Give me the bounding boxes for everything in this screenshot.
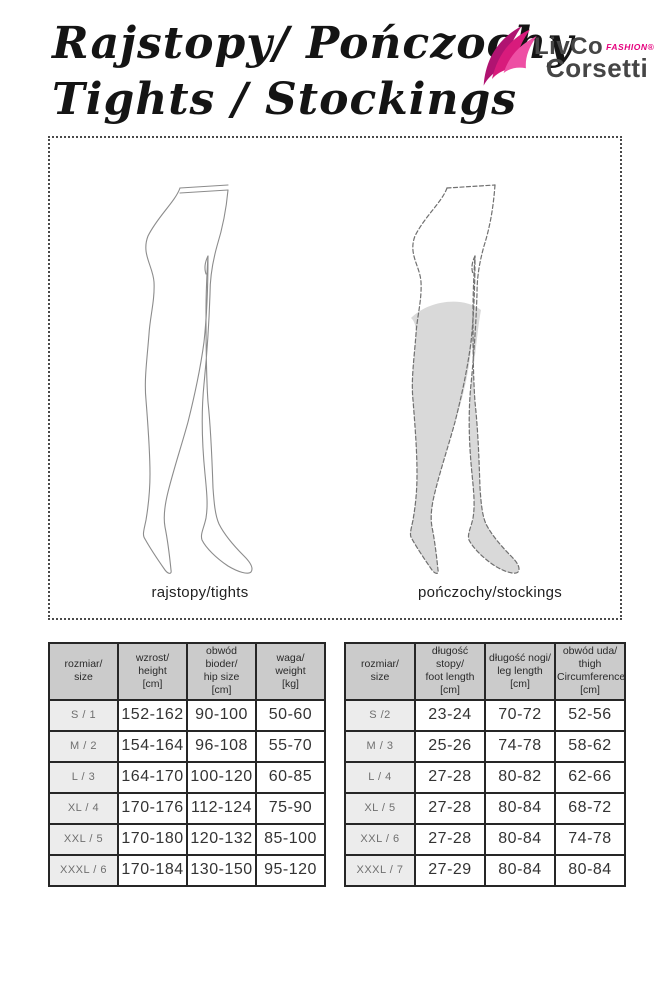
logo-fashion: FASHION® [606,42,655,52]
value-cell: 95-120 [255,853,326,887]
value-cell: 90-100 [186,698,257,732]
value-cell: 164-170 [117,760,188,794]
size-cell: XL / 4 [48,791,119,825]
table-row: S / 1 152-162 90-100 50-60 [48,698,326,732]
value-cell: 27-28 [414,791,486,825]
column-header: rozmiar/ size [48,642,119,701]
stockings-figure [409,184,520,574]
logo-corsetti: Corsetti [546,53,649,83]
value-cell: 80-84 [484,853,556,887]
table-row: XXL / 6 27-28 80-84 74-78 [344,822,626,856]
value-cell: 100-120 [186,760,257,794]
table-row: L / 3 164-170 100-120 60-85 [48,760,326,794]
logo-brand: LivCo [534,33,604,60]
table-row: M / 3 25-26 74-78 58-62 [344,729,626,763]
value-cell: 80-82 [484,760,556,794]
value-cell: 50-60 [255,698,326,732]
size-cell: XXXL / 7 [344,853,416,887]
table-row: XXL / 5 170-180 120-132 85-100 [48,822,326,856]
value-cell: 27-29 [414,853,486,887]
livco-swirl-icon [483,26,537,86]
size-cell: M / 3 [344,729,416,763]
value-cell: 60-85 [255,760,326,794]
value-cell: 27-28 [414,760,486,794]
page-title-line1: Rajstopy/ Pończochy [52,18,574,69]
column-header: długość nogi/ leg length [cm] [484,642,556,701]
value-cell: 25-26 [414,729,486,763]
table-row: XXXL / 7 27-29 80-84 80-84 [344,853,626,887]
value-cell: 68-72 [554,791,626,825]
value-cell: 80-84 [484,791,556,825]
size-cell: S / 1 [48,698,119,732]
size-cell: XL / 5 [344,791,416,825]
value-cell: 170-176 [117,791,188,825]
table-header-row: rozmiar/ size długość stopy/ foot length … [344,642,626,701]
page-title-line2: Tights / Stockings [52,74,517,125]
value-cell: 85-100 [255,822,326,856]
stockings-size-table: rozmiar/ size długość stopy/ foot length … [344,642,626,887]
value-cell: 112-124 [186,791,257,825]
stocking-fill-shape [410,301,520,574]
size-cell: XXL / 6 [344,822,416,856]
table-row: M / 2 154-164 96-108 55-70 [48,729,326,763]
column-header: obwód bioder/ hip size [cm] [186,642,257,701]
table-row: XL / 5 27-28 80-84 68-72 [344,791,626,825]
size-cell: S /2 [344,698,416,732]
table-header-row: rozmiar/ size wzrost/ height [cm] obwód bi… [48,642,326,701]
value-cell: 74-78 [484,729,556,763]
size-cell: XXL / 5 [48,822,119,856]
value-cell: 80-84 [484,822,556,856]
table-row: XL / 4 170-176 112-124 75-90 [48,791,326,825]
livco-corsetti-logo: LivCo FASHION® Corsetti [482,16,657,96]
diagram-box: rajstopy/tights pończochy/stockings [48,136,622,620]
tights-figure [142,184,253,574]
column-header: długość stopy/ foot length [cm] [414,642,486,701]
table-row: L / 4 27-28 80-82 62-66 [344,760,626,794]
stockings-figure-label: pończochy/stockings [417,584,563,601]
tights-size-table: rozmiar/ size wzrost/ height [cm] obwód bi… [48,642,326,887]
value-cell: 70-72 [484,698,556,732]
value-cell: 152-162 [117,698,188,732]
value-cell: 58-62 [554,729,626,763]
value-cell: 154-164 [117,729,188,763]
value-cell: 55-70 [255,729,326,763]
value-cell: 23-24 [414,698,486,732]
value-cell: 75-90 [255,791,326,825]
column-header: rozmiar/ size [344,642,416,701]
value-cell: 96-108 [186,729,257,763]
size-cell: M / 2 [48,729,119,763]
value-cell: 170-180 [117,822,188,856]
table-row: XXXL / 6 170-184 130-150 95-120 [48,853,326,887]
value-cell: 74-78 [554,822,626,856]
column-header: wzrost/ height [cm] [117,642,188,701]
tights-figure-label: rajstopy/tights [151,584,249,601]
size-cell: L / 3 [48,760,119,794]
column-header: obwód uda/ thigh Circumference [cm] [554,642,626,701]
column-header: waga/ weight [kg] [255,642,326,701]
size-cell: L / 4 [344,760,416,794]
table-row: S /2 23-24 70-72 52-56 [344,698,626,732]
value-cell: 62-66 [554,760,626,794]
size-cell: XXXL / 6 [48,853,119,887]
logo-text: LivCo FASHION® Corsetti [534,33,659,83]
value-cell: 120-132 [186,822,257,856]
value-cell: 80-84 [554,853,626,887]
value-cell: 27-28 [414,822,486,856]
value-cell: 170-184 [117,853,188,887]
value-cell: 52-56 [554,698,626,732]
value-cell: 130-150 [186,853,257,887]
